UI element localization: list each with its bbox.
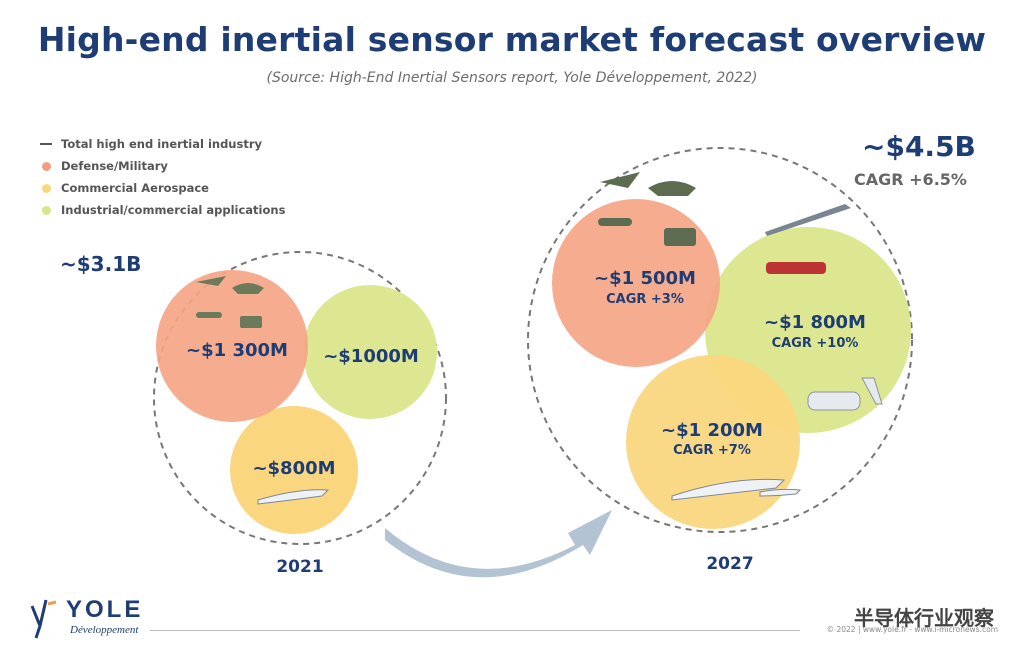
aero-2021-value: ~$800M <box>252 458 336 479</box>
aero-2027-value: ~$1 200M <box>661 420 763 441</box>
yole-name: YOLE <box>66 596 144 623</box>
year-2021-label: 2021 <box>276 557 324 577</box>
growth-arrow <box>385 510 612 578</box>
legend-item-total: Total high end inertial industry <box>40 133 285 155</box>
page-title: High-end inertial sensor market forecast… <box>37 20 987 59</box>
total-2027-cagr: CAGR +6.5% <box>854 170 967 189</box>
aero-dot <box>41 183 51 193</box>
legend-label: Commercial Aerospace <box>61 181 209 195</box>
industrial-2021-bubble <box>303 285 437 419</box>
car-robot-icon <box>807 377 883 411</box>
total-2021-value: ~$3.1B <box>60 252 142 276</box>
military-vehicles-2027-icon <box>598 172 696 246</box>
defense-2027-value: ~$1 500M <box>594 268 696 289</box>
yole-logo: YOLE Développement <box>26 596 140 644</box>
footer-copyright: © 2022 | www.yole.fr - www.i-micronews.c… <box>826 625 998 634</box>
defense-dot <box>41 161 51 171</box>
defense-2021-bubble <box>156 270 308 422</box>
industrial-dot <box>41 205 51 215</box>
aero-2027-bubble <box>626 355 800 529</box>
legend-item-industrial: Industrial/commercial applications <box>40 199 285 221</box>
total-2027-value: ~$4.5B <box>862 130 976 163</box>
dash-marker <box>40 143 52 145</box>
defense-2027-cagr: CAGR +3% <box>606 292 684 307</box>
industrial-2027-cagr: CAGR +10% <box>771 336 859 351</box>
legend-label: Total high end inertial industry <box>61 137 262 151</box>
yole-mark-icon <box>30 599 57 639</box>
ship-bridge-icon <box>765 204 851 274</box>
total-2027-circle <box>527 147 913 533</box>
legend-label: Industrial/commercial applications <box>61 203 286 217</box>
industrial-2027-value: ~$1 800M <box>764 312 866 333</box>
source-note: (Source: High-End Inertial Sensors repor… <box>266 70 758 86</box>
yole-subtitle: Développement <box>70 624 139 636</box>
legend-item-aero: Commercial Aerospace <box>40 177 285 199</box>
year-2027-label: 2027 <box>706 554 754 574</box>
aero-2027-cagr: CAGR +7% <box>673 443 751 458</box>
total-2021-circle <box>153 251 447 545</box>
aircraft-icon <box>257 478 802 505</box>
legend-label: Defense/Military <box>61 159 168 173</box>
legend: Total high end inertial industry Defense… <box>40 133 285 221</box>
military-vehicles-icon <box>196 276 264 328</box>
defense-2021-value: ~$1 300M <box>186 340 288 361</box>
footer-divider <box>150 630 800 631</box>
wechat-watermark: 半导体行业观察 <box>854 606 994 630</box>
legend-item-defense: Defense/Military <box>40 155 285 177</box>
industrial-2021-value: ~$1000M <box>323 346 419 367</box>
